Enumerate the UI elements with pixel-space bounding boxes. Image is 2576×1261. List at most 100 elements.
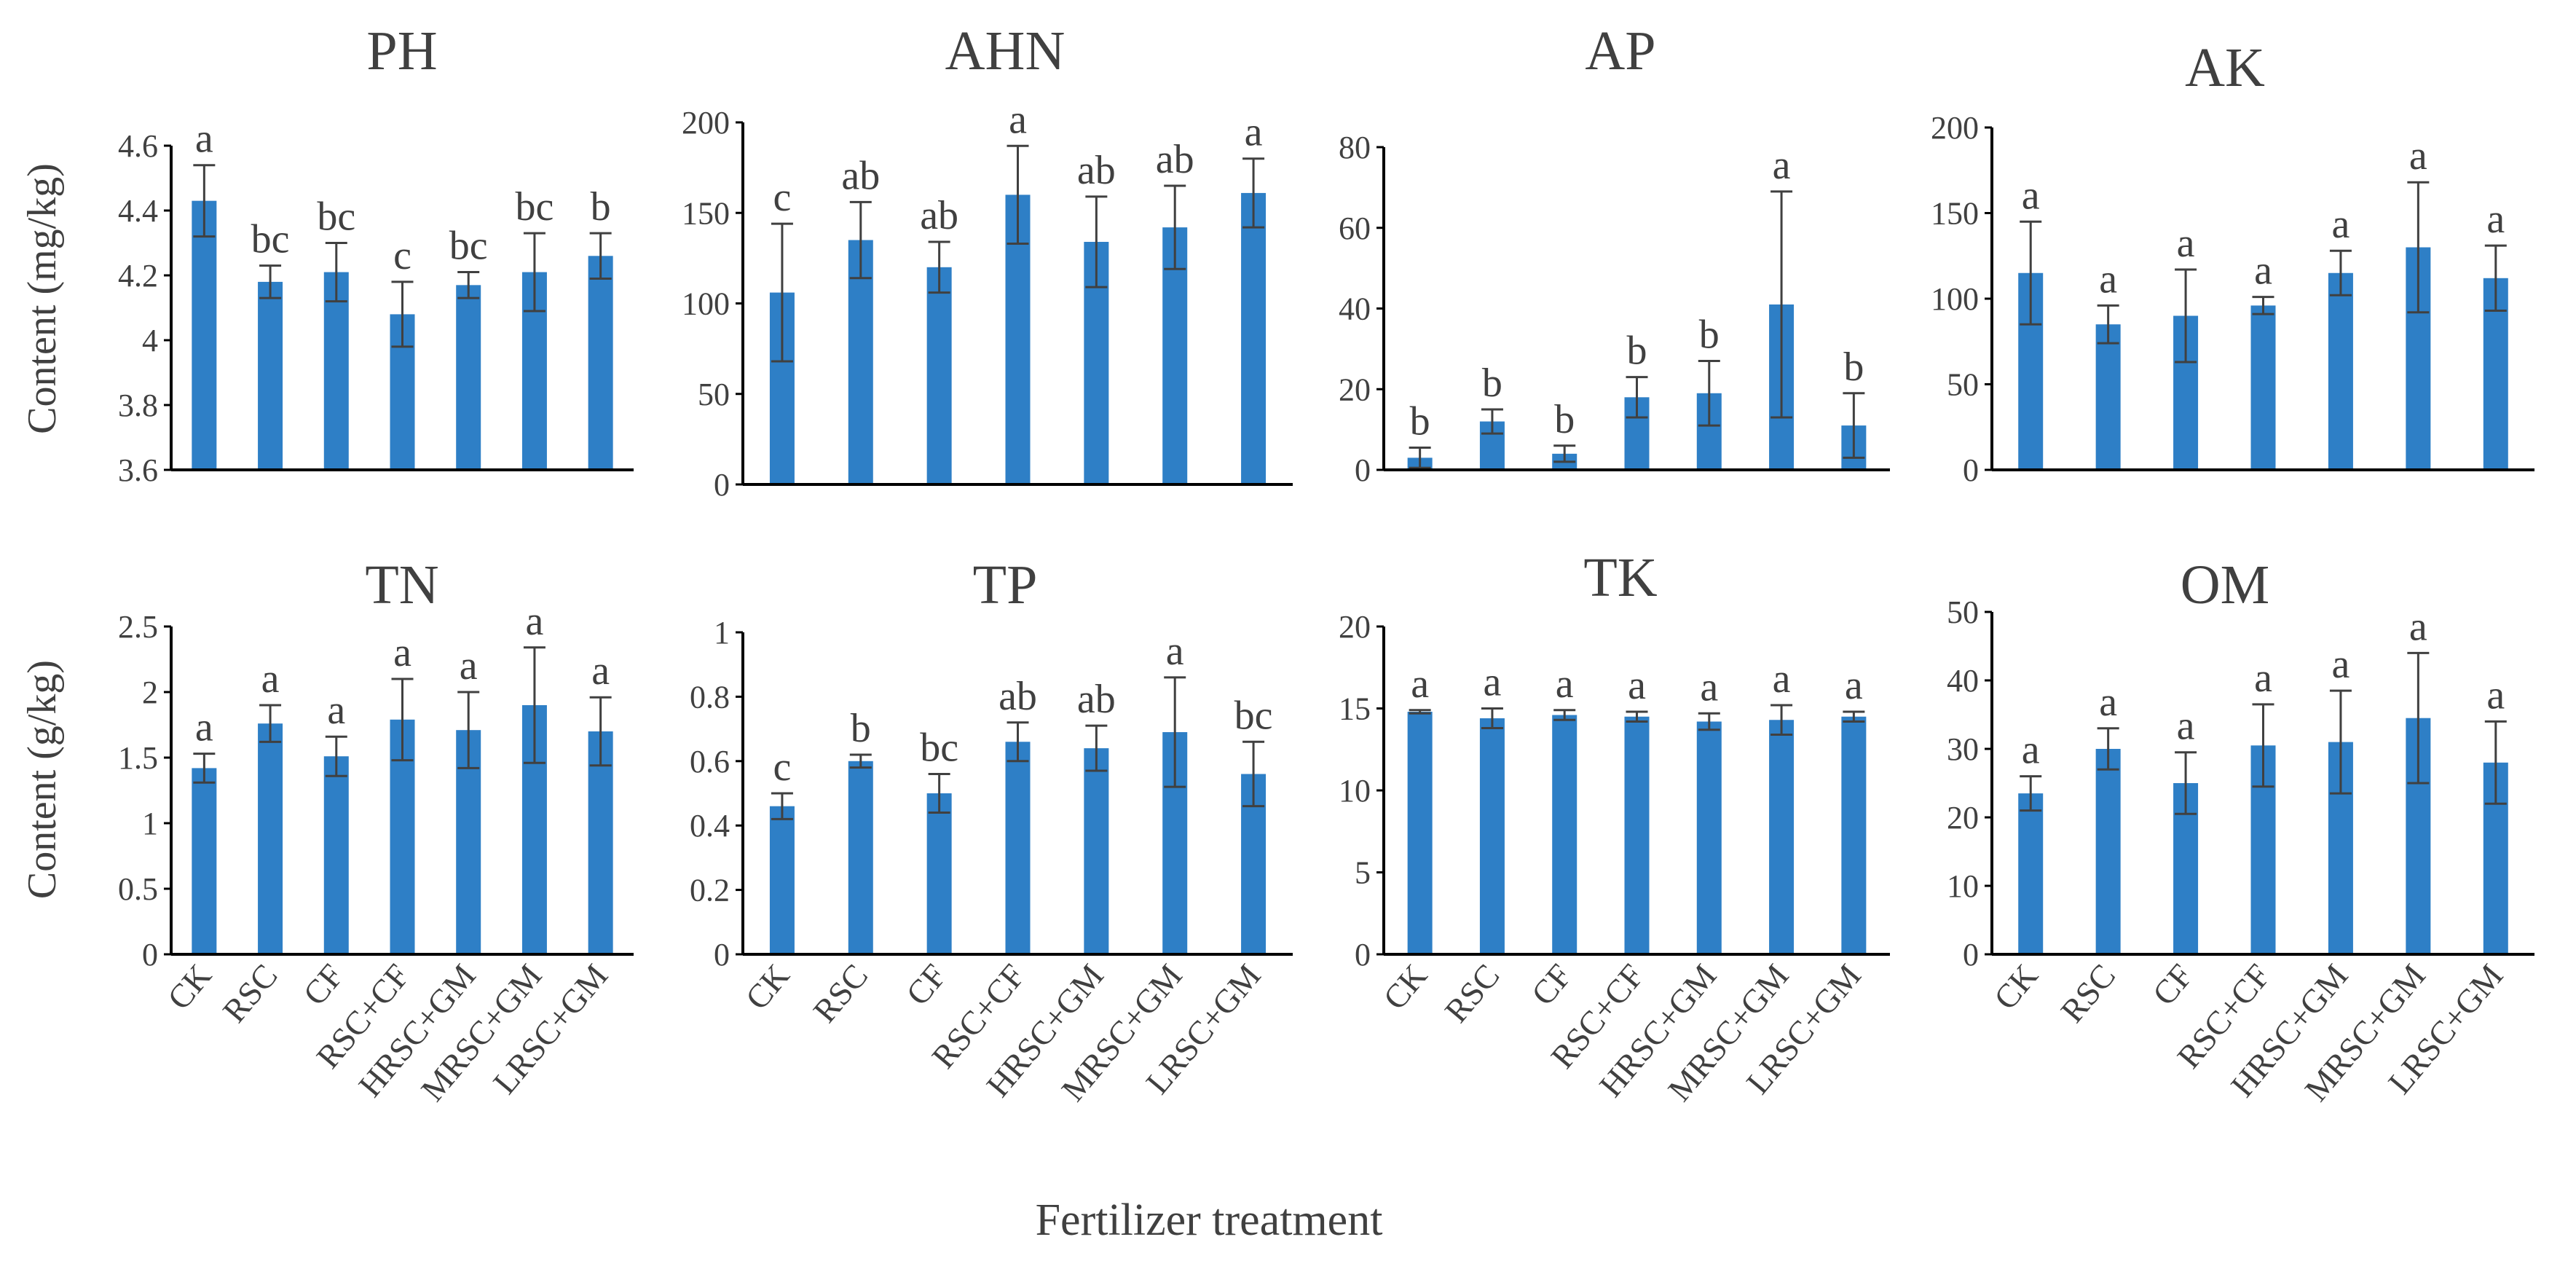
chart-panel-ak: AK 0 50 100 150 200 a a a a a a a [1931, 37, 2534, 488]
y-tick-label: 30 [1947, 731, 1979, 767]
y-tick-label: 50 [698, 377, 730, 412]
significance-letter: a [2254, 656, 2272, 701]
y-tick-label: 2 [142, 675, 158, 710]
y-tick-label: 4.6 [118, 128, 158, 164]
y-tick-label: 40 [1339, 291, 1371, 327]
significance-letter: bc [251, 217, 290, 262]
significance-letter: a [2177, 221, 2195, 266]
y-tick-label: 3.6 [118, 452, 158, 488]
y-axis-label-bottom: Content (g/kg) [20, 660, 65, 899]
chart-title: AP [1585, 20, 1655, 82]
y-tick-label: 60 [1339, 211, 1371, 246]
significance-letter: a [1700, 664, 1718, 710]
y-tick-label: 0.6 [690, 744, 730, 779]
significance-letter: a [1483, 660, 1501, 705]
bar [2328, 272, 2353, 470]
bar [456, 285, 481, 470]
y-tick-label: 10 [1339, 773, 1371, 809]
significance-letter: b [1482, 361, 1502, 406]
chart-title: AHN [945, 20, 1066, 82]
significance-letter: a [1773, 656, 1791, 702]
significance-letter: a [1628, 663, 1646, 708]
significance-letter: b [591, 184, 611, 229]
significance-letter: a [2177, 704, 2195, 749]
significance-letter: a [327, 688, 345, 733]
significance-letter: a [1009, 97, 1027, 142]
chart-title: OM [2181, 554, 2269, 616]
y-tick-label: 80 [1339, 130, 1371, 165]
bar [926, 267, 952, 484]
y-tick-label: 0.5 [118, 871, 158, 907]
bar [258, 723, 283, 954]
significance-letter: bc [515, 184, 554, 229]
significance-letter: bc [1234, 693, 1273, 738]
bar [1769, 720, 1795, 954]
category-label: CF [2145, 957, 2199, 1013]
significance-letter: b [1627, 329, 1647, 374]
y-tick-label: 3.8 [118, 388, 158, 423]
category-label: CK [160, 957, 218, 1017]
y-tick-label: 15 [1339, 691, 1371, 727]
significance-letter: ab [1156, 137, 1194, 182]
bar [258, 281, 283, 470]
category-label: CK [1376, 957, 1434, 1017]
significance-letter: a [261, 656, 280, 702]
significance-letter: a [2486, 197, 2505, 242]
y-tick-label: 20 [1339, 609, 1371, 645]
bar [192, 768, 217, 954]
category-label: CF [296, 957, 350, 1013]
category-label: CF [899, 957, 953, 1013]
y-tick-label: 0.2 [690, 873, 730, 908]
y-tick-label: 0 [714, 467, 730, 503]
category-label: CF [1524, 957, 1579, 1013]
category-label: RSC [1438, 957, 1507, 1029]
bar [1162, 227, 1188, 484]
bar [769, 806, 795, 954]
bar [2095, 324, 2121, 470]
significance-letter: a [2022, 173, 2040, 218]
y-tick-label: 20 [1947, 800, 1979, 836]
y-tick-label: 150 [682, 195, 730, 231]
significance-letter: ab [999, 674, 1037, 719]
chart-panel-ap: AP 0 20 40 60 80 b b b b b a b [1339, 20, 1890, 488]
significance-letter: bc [920, 725, 958, 770]
bar [848, 240, 873, 484]
y-tick-label: 10 [1947, 868, 1979, 904]
bar [1005, 742, 1031, 954]
y-tick-label: 40 [1947, 663, 1979, 699]
significance-letter: b [1699, 312, 1720, 357]
significance-letter: a [460, 643, 478, 688]
category-label: RSC [806, 957, 875, 1029]
significance-letter: b [1554, 397, 1575, 442]
significance-letter: a [1845, 663, 1863, 708]
y-axis-label-top: Content (mg/kg) [20, 163, 65, 434]
significance-letter: b [1410, 399, 1430, 444]
bar [323, 756, 349, 954]
bar [588, 731, 613, 954]
y-tick-label: 150 [1931, 196, 1979, 232]
significance-letter: bc [449, 224, 488, 269]
y-tick-label: 0 [1963, 452, 1979, 488]
significance-letter: a [2254, 248, 2272, 294]
significance-letter: a [2331, 642, 2349, 687]
bar [1624, 716, 1650, 954]
bar [2018, 793, 2044, 954]
significance-letter: a [2022, 728, 2040, 773]
bar [1084, 748, 1109, 954]
y-tick-label: 0 [1963, 937, 1979, 973]
y-tick-label: 1 [714, 615, 730, 651]
significance-letter: c [773, 175, 791, 220]
significance-letter: bc [317, 195, 355, 240]
significance-letter: a [2099, 680, 2117, 725]
significance-letter: c [393, 233, 411, 278]
bar [1479, 718, 1505, 954]
y-tick-label: 0 [1355, 452, 1371, 488]
significance-letter: ab [1077, 677, 1116, 722]
y-tick-label: 2.5 [118, 609, 158, 645]
x-axis-label: Fertilizer treatment [1036, 1195, 1383, 1245]
bar [2250, 305, 2276, 470]
y-tick-label: 50 [1947, 594, 1979, 630]
significance-letter: a [1773, 143, 1791, 188]
